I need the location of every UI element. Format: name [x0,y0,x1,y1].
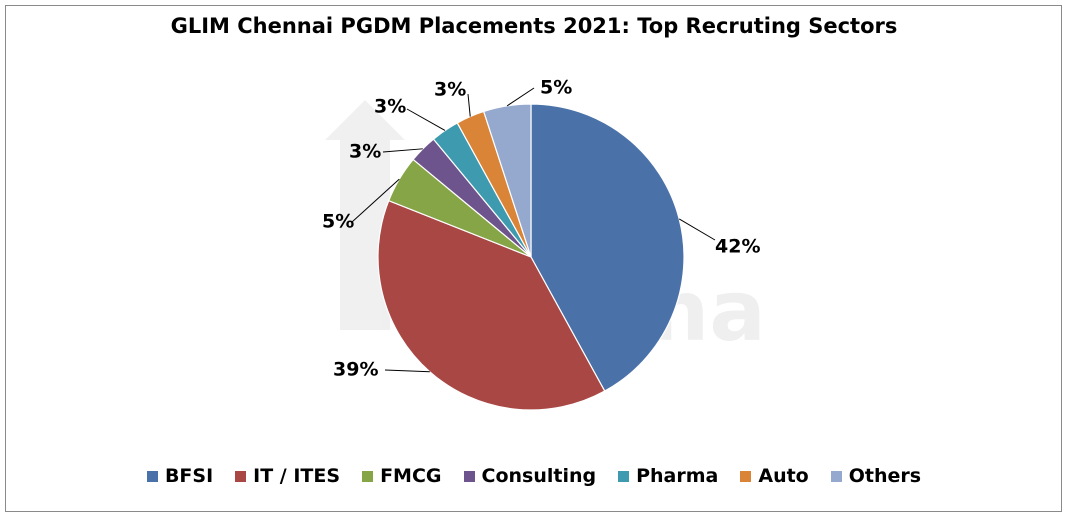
legend-swatch [740,470,752,482]
legend-label: Others [848,465,922,487]
leader-line [382,148,423,153]
data-label: 39% [333,359,378,381]
legend-item: IT / ITES [235,465,340,487]
leader-line [351,178,400,223]
pie-slice-it-ites [377,199,606,411]
pie-slice-others [482,103,532,258]
leader-line [506,87,535,107]
legend-label: Consulting [481,465,597,487]
legend-swatch [618,470,630,482]
leader-line [384,369,430,373]
leader-line [406,108,446,131]
legend-swatch [830,470,842,482]
leader-line [467,93,471,117]
leader-line [678,218,716,241]
data-label: 42% [715,236,760,258]
legend-label: IT / ITES [253,465,341,487]
data-label: 3% [434,79,466,101]
legend-item: FMCG [362,465,442,487]
legend-label: Pharma [636,465,719,487]
pie-chart: 42% 39% 5% 3% 3% 3% 5% [322,77,760,411]
legend: BFSI IT / ITES FMCG Consulting Pharma Auto Oth… [0,465,1068,487]
pie-slice-bfsi [530,103,685,392]
legend-item: Auto [740,465,809,487]
legend-swatch [362,470,374,482]
data-label: 3% [349,141,381,163]
data-label: 5% [322,211,354,233]
legend-label: Auto [758,465,809,487]
legend-item: Others [830,465,922,487]
legend-item: Consulting [463,465,597,487]
data-label: 5% [540,77,572,99]
chart-title: GLIM Chennai PGDM Placements 2021: Top R… [170,14,898,38]
legend-label: BFSI [164,465,214,487]
legend-item: Pharma [618,465,718,487]
legend-swatch [463,470,475,482]
data-label: 3% [374,96,406,118]
legend-item: BFSI [146,465,214,487]
legend-swatch [146,470,158,482]
legend-swatch [235,470,247,482]
legend-label: FMCG [380,465,442,487]
